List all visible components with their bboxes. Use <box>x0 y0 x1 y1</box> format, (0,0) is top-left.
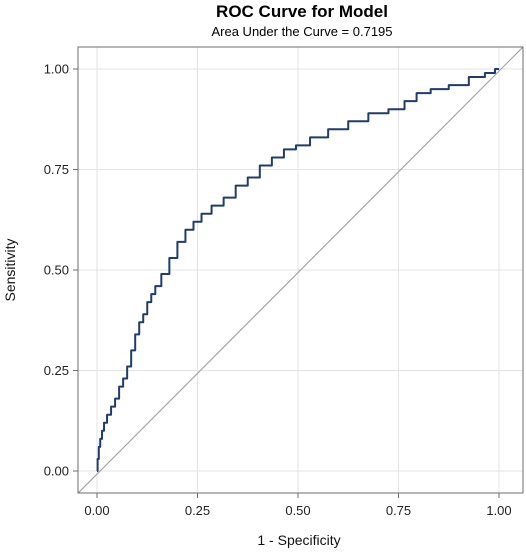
x-tick-label: 0.25 <box>185 503 210 518</box>
y-tick-label: 0.00 <box>44 464 69 479</box>
x-axis-label: 1 - Specificity <box>257 532 340 548</box>
y-axis: 0.00 0.25 0.50 0.75 1.00 <box>44 62 78 479</box>
reference-diagonal <box>77 46 524 494</box>
roc-curve <box>96 68 499 472</box>
grid-lines <box>78 47 523 493</box>
chart-subtitle: Area Under the Curve = 0.7195 <box>211 24 392 39</box>
y-tick-label: 0.25 <box>44 363 69 378</box>
y-tick-label: 1.00 <box>44 62 69 77</box>
x-tick-label: 0.75 <box>386 503 411 518</box>
y-tick-label: 0.50 <box>44 263 69 278</box>
y-axis-label: Sensitivity <box>2 238 18 301</box>
chart-title: ROC Curve for Model <box>216 2 388 21</box>
x-tick-label: 0.50 <box>285 503 310 518</box>
x-tick-label: 1.00 <box>486 503 511 518</box>
y-tick-label: 0.75 <box>44 162 69 177</box>
x-tick-label: 0.00 <box>84 503 109 518</box>
x-axis: 0.00 0.25 0.50 0.75 1.00 <box>84 493 512 518</box>
